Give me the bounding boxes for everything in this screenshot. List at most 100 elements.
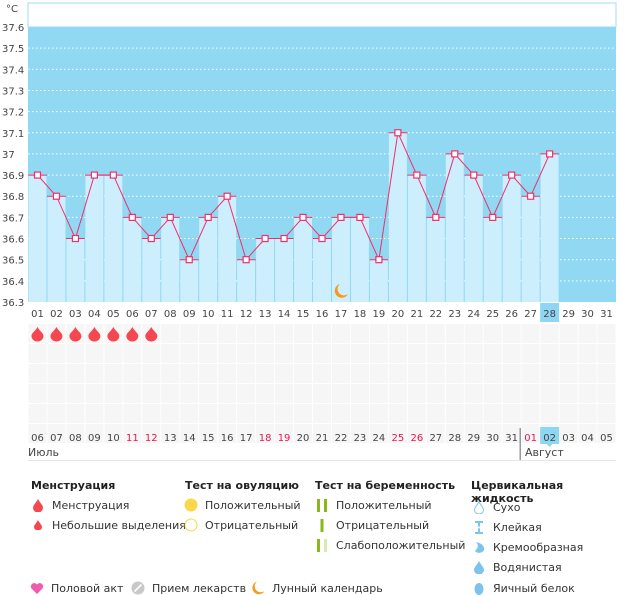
calendar-cell [28, 424, 47, 443]
legend-pregnancy-negative: Отрицательный [314, 518, 429, 532]
legend-menstruation-title: Менструация [31, 479, 116, 492]
calendar-date: 23 [354, 433, 367, 444]
legend-cervical-watery: Водянистая [471, 560, 562, 574]
legend-label: Половой акт [51, 581, 124, 595]
calendar-cell [218, 404, 237, 423]
calendar-cell [294, 344, 313, 363]
legend-intercourse: Половой акт [29, 581, 123, 595]
calendar-cell [369, 404, 388, 423]
y-tick-label: 37.4 [2, 65, 24, 76]
calendar-cell [180, 364, 199, 383]
calendar-cell [540, 384, 559, 403]
day-label: 12 [240, 309, 253, 320]
calendar-cell [161, 384, 180, 403]
month-label-july: Июль [28, 446, 60, 459]
calendar-cell [28, 404, 47, 423]
legend-pregnancy-title: Тест на беременность [315, 479, 456, 492]
legend-cervical-sticky: Клейкая [471, 520, 542, 534]
calendar-date: 07 [50, 433, 63, 444]
calendar-cell [331, 324, 350, 343]
calendar-cell [597, 404, 616, 423]
day-label: 20 [392, 309, 405, 320]
y-tick-label: 36.7 [2, 213, 24, 224]
calendar-cell [237, 384, 256, 403]
temperature-line [37, 131, 551, 262]
calendar-cell [180, 344, 199, 363]
temperature-bar [331, 217, 350, 302]
day-label: 03 [69, 309, 82, 320]
temperature-bar [483, 217, 502, 302]
calendar-cell [180, 384, 199, 403]
temperature-bar [104, 175, 123, 302]
calendar-cell [294, 324, 313, 343]
temperature-point [90, 171, 98, 179]
calendar-cell [407, 384, 426, 403]
calendar-cell [426, 404, 445, 423]
y-tick-label: 37 [2, 150, 15, 161]
calendar-cell [388, 324, 407, 343]
calendar-cell [350, 404, 369, 423]
calendar-date: 26 [410, 433, 423, 444]
creamy-drop-icon [471, 540, 487, 554]
calendar-cell [123, 384, 142, 403]
menstruation-drop-icon [69, 327, 82, 342]
y-tick-label: 36.3 [2, 298, 24, 309]
empty-circle-icon [183, 518, 199, 532]
calendar-cell [426, 424, 445, 443]
calendar-cell [161, 364, 180, 383]
calendar-cell [275, 424, 294, 443]
calendar-cell [521, 424, 540, 443]
day-label: 29 [562, 309, 575, 320]
calendar-cell [331, 404, 350, 423]
calendar-cell [464, 424, 483, 443]
calendar-cell [445, 384, 464, 403]
calendar-date: 22 [335, 433, 348, 444]
temperature-bar [142, 238, 161, 302]
calendar-cell [331, 424, 350, 443]
day-label: 09 [183, 309, 196, 320]
menstruation-drop-icon [145, 327, 158, 342]
day-label: 13 [259, 309, 272, 320]
y-tick-label: 36.9 [2, 171, 24, 182]
menstruation-drop-icon [107, 327, 120, 342]
calendar-cell [256, 424, 275, 443]
legend-label: Отрицательный [336, 518, 430, 532]
temperature-bar [388, 132, 407, 302]
temperature-point [166, 213, 174, 221]
temperature-point [147, 234, 155, 243]
hourglass-icon [471, 520, 487, 534]
temperature-bar [407, 175, 426, 302]
temperature-bar [199, 217, 218, 302]
y-tick-label: 36.5 [2, 256, 24, 267]
egg-icon [471, 581, 487, 595]
calendar-cell [483, 364, 502, 383]
temperature-point [508, 171, 516, 179]
calendar-cell [502, 424, 521, 443]
legend-spotting: Небольшие выделения [30, 518, 186, 532]
calendar-cell [275, 344, 294, 363]
calendar-cell [161, 424, 180, 443]
calendar-cell [369, 324, 388, 343]
calendar-cell [218, 384, 237, 403]
legend-pregnancy-weak: Слабоположительный [314, 538, 465, 552]
legend-label: Слабоположительный [336, 538, 466, 552]
calendar-cell [502, 324, 521, 343]
calendar-cell [275, 384, 294, 403]
day-label: 25 [486, 309, 499, 320]
calendar-cell [313, 324, 331, 343]
calendar-cell [331, 364, 350, 383]
calendar-cell [104, 404, 123, 423]
filled-circle-icon [183, 498, 199, 512]
moon-icon [334, 284, 348, 298]
calendar-cell [445, 404, 464, 423]
calendar-cell [350, 384, 369, 403]
temperature-point [109, 171, 117, 179]
calendar-date: 08 [69, 433, 82, 444]
calendar-cell [199, 384, 218, 403]
calendar-cell [237, 344, 256, 363]
calendar-cell [407, 404, 426, 423]
calendar-cell [47, 404, 66, 423]
calendar-cell [521, 324, 540, 343]
calendar-cell [199, 404, 218, 423]
calendar-cell [180, 404, 199, 423]
